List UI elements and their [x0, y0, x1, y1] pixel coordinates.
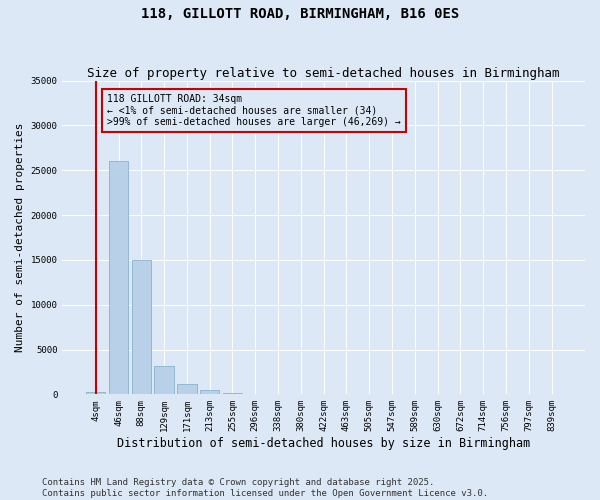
Bar — [223, 392, 242, 394]
Bar — [177, 384, 197, 394]
Bar — [154, 366, 174, 394]
Bar — [109, 162, 128, 394]
X-axis label: Distribution of semi-detached houses by size in Birmingham: Distribution of semi-detached houses by … — [117, 437, 530, 450]
Bar — [200, 390, 220, 394]
Text: 118, GILLOTT ROAD, BIRMINGHAM, B16 0ES: 118, GILLOTT ROAD, BIRMINGHAM, B16 0ES — [141, 8, 459, 22]
Y-axis label: Number of semi-detached properties: Number of semi-detached properties — [15, 122, 25, 352]
Text: Contains HM Land Registry data © Crown copyright and database right 2025.
Contai: Contains HM Land Registry data © Crown c… — [42, 478, 488, 498]
Text: 118 GILLOTT ROAD: 34sqm
← <1% of semi-detached houses are smaller (34)
>99% of s: 118 GILLOTT ROAD: 34sqm ← <1% of semi-de… — [107, 94, 401, 128]
Bar — [131, 260, 151, 394]
Title: Size of property relative to semi-detached houses in Birmingham: Size of property relative to semi-detach… — [88, 66, 560, 80]
Bar — [86, 392, 106, 394]
